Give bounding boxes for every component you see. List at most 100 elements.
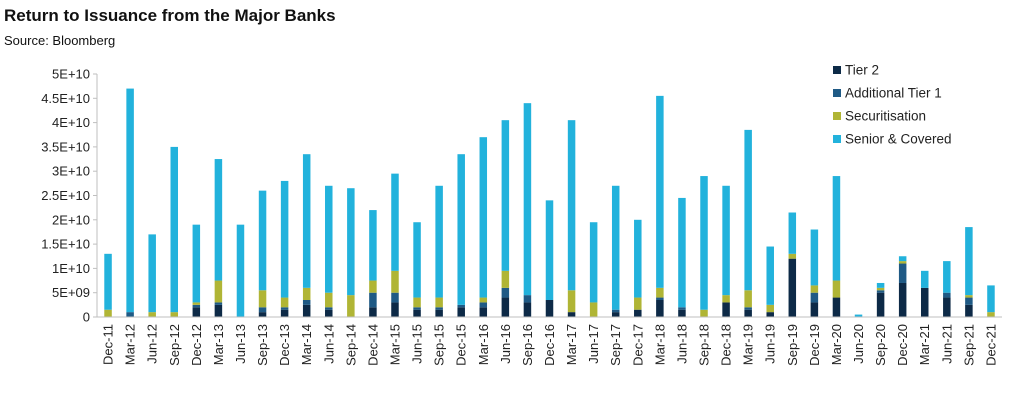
x-axis: Dec-11 Mar-12 Jun-12 Sep-12 Dec-12 Mar-13 Jun-…: [97, 316, 1002, 366]
x-tick-label: Mar-13: [211, 324, 226, 365]
bar-segment-senior-covered: [170, 146, 179, 313]
legend-swatch: [833, 66, 841, 74]
bar-segment-senior-covered: [656, 95, 664, 288]
bar-segment-additional-tier-1: [898, 263, 907, 283]
bar-segment-tier-2: [832, 297, 841, 317]
bar-segment-senior-covered: [766, 246, 774, 305]
bar-segment-securitisation: [567, 290, 576, 313]
bar-segment-senior-covered: [457, 154, 465, 305]
bars: [104, 88, 995, 317]
x-tick-label: Jun-20: [851, 324, 866, 364]
x-tick-label: Sep-18: [697, 324, 712, 366]
bar-segment-tier-2: [501, 297, 510, 317]
x-tick-label: Jun-13: [233, 324, 248, 364]
legend-swatch: [833, 135, 841, 143]
bar-segment-additional-tier-1: [126, 312, 134, 317]
legend-label: Additional Tier 1: [845, 86, 942, 101]
chart-title: Return to Issuance from the Major Banks: [4, 6, 336, 25]
bar-segment-securitisation: [589, 302, 598, 317]
bar-segment-tier-2: [391, 302, 399, 317]
bar-segment-additional-tier-1: [656, 297, 664, 300]
bar-segment-senior-covered: [965, 227, 973, 296]
x-tick-label: Sep-17: [608, 324, 623, 366]
bar-segment-securitisation: [700, 309, 708, 317]
x-tick-label: Dec-17: [630, 324, 645, 366]
y-tick-label: 3.5E+10: [41, 139, 90, 154]
bar-segment-senior-covered: [920, 270, 929, 288]
bar-segment-tier-2: [744, 309, 752, 317]
bar-segment-securitisation: [369, 280, 377, 293]
y-axis: 0 5E+09 1E+10 1.5E+10 2E+10 2.5E+10 3E+10 3.5E+…: [41, 67, 98, 325]
bar-segment-tier-2: [258, 312, 267, 317]
x-tick-label: Mar-17: [564, 324, 579, 365]
x-tick-label: Jun-12: [145, 324, 160, 364]
x-tick-label: Dec-13: [277, 324, 292, 366]
bar-segment-tier-2: [302, 304, 311, 317]
bar-segment-senior-covered: [347, 188, 355, 296]
bar-segment-securitisation: [435, 297, 443, 308]
bar-segment-senior-covered: [722, 185, 730, 296]
bar-segment-additional-tier-1: [214, 302, 223, 305]
bar-segment-tier-2: [192, 307, 201, 317]
x-tick-label: Dec-14: [365, 324, 380, 366]
y-tick-label: 4E+10: [52, 115, 90, 130]
bar-segment-senior-covered: [214, 159, 223, 281]
bar-segment-tier-2: [876, 292, 885, 317]
x-tick-label: Jun-19: [763, 324, 778, 364]
chart-subtitle: Source: Bloomberg: [4, 33, 116, 48]
legend-label: Securitisation: [845, 109, 926, 124]
bar-segment-tier-2: [788, 258, 797, 317]
x-tick-label: Sep-12: [167, 324, 182, 366]
x-tick-label: Sep-19: [785, 324, 800, 366]
bar-segment-tier-2: [545, 299, 554, 317]
x-tick-label: Dec-15: [454, 324, 469, 366]
x-tick-label: Dec-11: [101, 324, 116, 365]
bar-segment-tier-2: [567, 312, 576, 317]
bar-segment-additional-tier-1: [810, 292, 819, 303]
bar-segment-securitisation: [347, 295, 355, 317]
y-tick-label: 4.5E+10: [41, 91, 90, 106]
bar-segment-additional-tier-1: [479, 302, 488, 308]
bar-segment-tier-2: [457, 307, 465, 317]
bar-segment-senior-covered: [280, 180, 289, 298]
legend-swatch: [833, 89, 841, 97]
x-tick-label: Mar-19: [741, 324, 756, 365]
x-tick-label: Dec-18: [719, 324, 734, 366]
bar-segment-senior-covered: [545, 200, 554, 300]
x-tick-label: Mar-20: [829, 324, 844, 365]
x-tick-label: Sep-15: [432, 324, 447, 366]
bar-segment-securitisation: [148, 312, 156, 317]
bar-segment-tier-2: [435, 309, 443, 317]
bar-segment-additional-tier-1: [280, 307, 289, 310]
bar-segment-tier-2: [611, 312, 620, 317]
bar-segment-securitisation: [391, 270, 399, 293]
bar-segment-securitisation: [987, 312, 995, 317]
bar-segment-senior-covered: [634, 219, 642, 298]
bar-segment-tier-2: [280, 309, 289, 317]
bar-segment-tier-2: [678, 309, 686, 317]
bar-segment-additional-tier-1: [523, 295, 532, 303]
bar-segment-senior-covered: [104, 253, 112, 310]
bar-segment-tier-2: [479, 307, 488, 317]
bar-segment-senior-covered: [810, 229, 819, 286]
bar-segment-senior-covered: [369, 210, 377, 281]
bar-segment-securitisation: [192, 302, 201, 305]
bar-segment-senior-covered: [501, 120, 510, 271]
bar-segment-securitisation: [170, 312, 179, 317]
x-tick-label: Jun-17: [586, 324, 601, 364]
bar-segment-additional-tier-1: [302, 299, 311, 305]
bar-segment-additional-tier-1: [611, 309, 620, 313]
bar-segment-tier-2: [413, 309, 421, 317]
x-tick-label: Jun-16: [498, 324, 513, 364]
y-tick-label: 0: [83, 310, 90, 325]
bar-segment-securitisation: [656, 287, 664, 298]
y-tick-label: 5E+09: [52, 285, 90, 300]
bar-segment-senior-covered: [302, 154, 311, 288]
bar-segment-tier-2: [656, 299, 664, 317]
x-tick-label: Mar-16: [476, 324, 491, 365]
bar-segment-senior-covered: [523, 103, 532, 296]
x-tick-label: Sep-13: [255, 324, 270, 366]
bar-segment-senior-covered: [413, 222, 421, 298]
x-tick-label: Dec-16: [542, 324, 557, 366]
bar-segment-additional-tier-1: [369, 292, 377, 308]
